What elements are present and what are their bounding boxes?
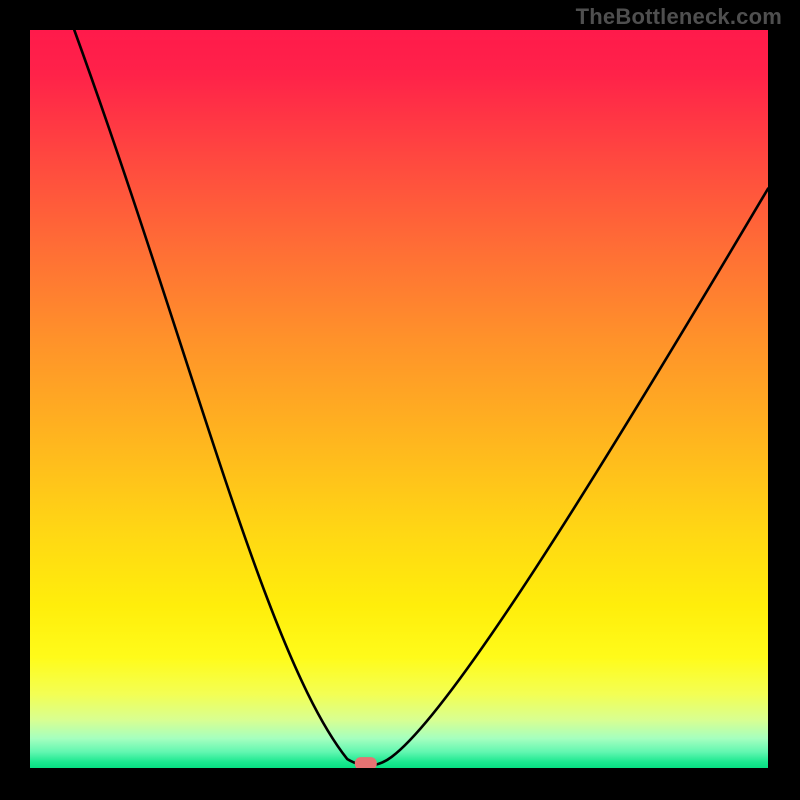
watermark-text: TheBottleneck.com (576, 4, 782, 30)
bottleneck-plot (30, 30, 768, 768)
min-marker (30, 30, 768, 768)
min-marker-rect (355, 757, 377, 768)
